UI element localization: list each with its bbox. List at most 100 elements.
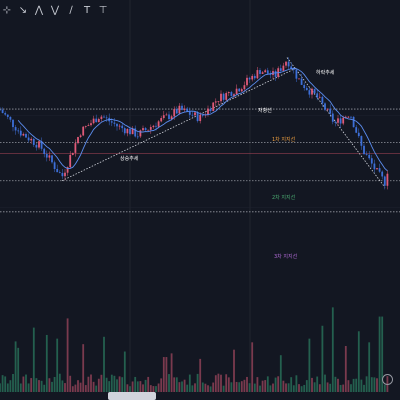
volume-bar <box>279 355 282 392</box>
candle-body <box>69 154 72 168</box>
volume-bar <box>290 377 293 392</box>
volume-bar <box>56 338 59 392</box>
volume-bar <box>347 380 350 392</box>
uptrend-label: 상승추세 <box>120 155 139 162</box>
text-tool-icon[interactable]: T <box>83 5 91 16</box>
support1-label: 1차 지지선 <box>272 136 296 143</box>
candle-body <box>100 116 103 120</box>
volume-bar <box>155 386 157 392</box>
candle-body <box>97 119 100 123</box>
volume-bar <box>71 386 74 392</box>
candle-body <box>207 108 209 115</box>
candle-body <box>352 116 355 128</box>
candle-body <box>300 78 303 85</box>
volume-bar <box>103 336 105 392</box>
volume-bar <box>6 383 9 392</box>
volume-bar <box>95 385 98 392</box>
volume-bar <box>357 331 360 392</box>
candle-body <box>339 118 342 124</box>
candle-body <box>1 109 4 114</box>
cursor-tool-icon[interactable]: ⊹ <box>2 5 12 16</box>
volume-bar <box>355 378 358 392</box>
candle-body <box>43 148 46 154</box>
candle-body <box>201 114 204 116</box>
volume-bar <box>51 381 53 392</box>
volume-bar <box>121 377 124 392</box>
candle-body <box>170 116 173 120</box>
volume-bar <box>217 373 220 392</box>
candle-body <box>370 158 373 164</box>
ma-line <box>17 68 388 172</box>
volume-bar <box>25 374 27 392</box>
volume-bar <box>82 344 85 392</box>
volume-bar <box>370 377 373 392</box>
volume-bar <box>329 383 332 392</box>
candle-body <box>360 136 363 146</box>
candle-body <box>251 75 254 80</box>
candle-body <box>175 109 178 114</box>
volume-bar <box>32 327 35 392</box>
candle-body <box>30 138 33 141</box>
volume-bar <box>334 376 337 392</box>
volume-bar <box>90 374 92 392</box>
volume-bar <box>303 384 306 392</box>
candle-body <box>147 129 150 131</box>
volume-bar <box>220 374 222 392</box>
volume-bar <box>204 383 207 392</box>
candle-body <box>66 167 69 173</box>
volume-bar <box>45 334 48 392</box>
volume-bar <box>212 382 215 392</box>
candle-body <box>191 114 194 116</box>
candle-body <box>212 102 215 111</box>
pattern-tool-icon[interactable]: ⋀ <box>34 5 44 16</box>
candle-body <box>287 61 290 67</box>
candle-body <box>266 70 269 74</box>
volume-bar <box>285 383 287 392</box>
candle-body <box>25 133 27 138</box>
candle-body <box>103 116 105 118</box>
volume-bar <box>61 380 64 392</box>
candle-body <box>326 108 329 110</box>
annotation-labels: 상승추세 하락추세 저항선 1차 지지선 2차 지지선 3차 지지선 <box>120 69 335 260</box>
measure-tool-icon[interactable]: ⊤ <box>98 5 108 16</box>
candle-body <box>357 132 360 137</box>
candle-body <box>178 105 181 114</box>
candle-body <box>165 114 168 116</box>
volume-bar <box>134 376 137 392</box>
volume-bar <box>129 386 131 392</box>
volume-bar <box>183 379 186 392</box>
candle-body <box>139 130 142 137</box>
candle-body <box>77 137 79 144</box>
volume-bar <box>248 383 251 392</box>
line-tool-icon[interactable]: ↘ <box>18 5 28 16</box>
candle-body <box>134 128 137 137</box>
support2-label: 2차 지지선 <box>272 194 296 201</box>
drawing-toolbar: ⊹ ↘ ⋀ ⋁ ∕ T ⊤ <box>0 0 108 22</box>
volume-bar <box>58 373 61 392</box>
volume-bar <box>365 376 368 392</box>
candle-body <box>116 123 118 127</box>
candle-body <box>87 125 90 127</box>
candle-body <box>196 112 199 122</box>
candle-body <box>84 126 87 127</box>
volume-bar <box>199 358 202 392</box>
candle-body <box>48 155 51 158</box>
fib-tool-icon[interactable]: ⋁ <box>50 5 60 16</box>
volume-bar <box>344 346 347 392</box>
volume-bar <box>30 378 33 392</box>
volume-bar <box>313 382 316 392</box>
candle-body <box>173 109 176 117</box>
candle-body <box>56 168 59 173</box>
support3-label: 3차 지지선 <box>274 253 298 260</box>
candle-body <box>316 93 319 98</box>
moving-average <box>17 68 388 172</box>
trendlines <box>61 57 386 188</box>
volume-bar <box>298 384 300 392</box>
brush-tool-icon[interactable]: ∕ <box>69 5 73 16</box>
volume-bar <box>92 381 95 392</box>
candle-body <box>53 162 56 169</box>
volume-bar <box>113 375 116 392</box>
candle-body <box>355 127 358 133</box>
chart-settings-icon[interactable] <box>382 374 393 385</box>
